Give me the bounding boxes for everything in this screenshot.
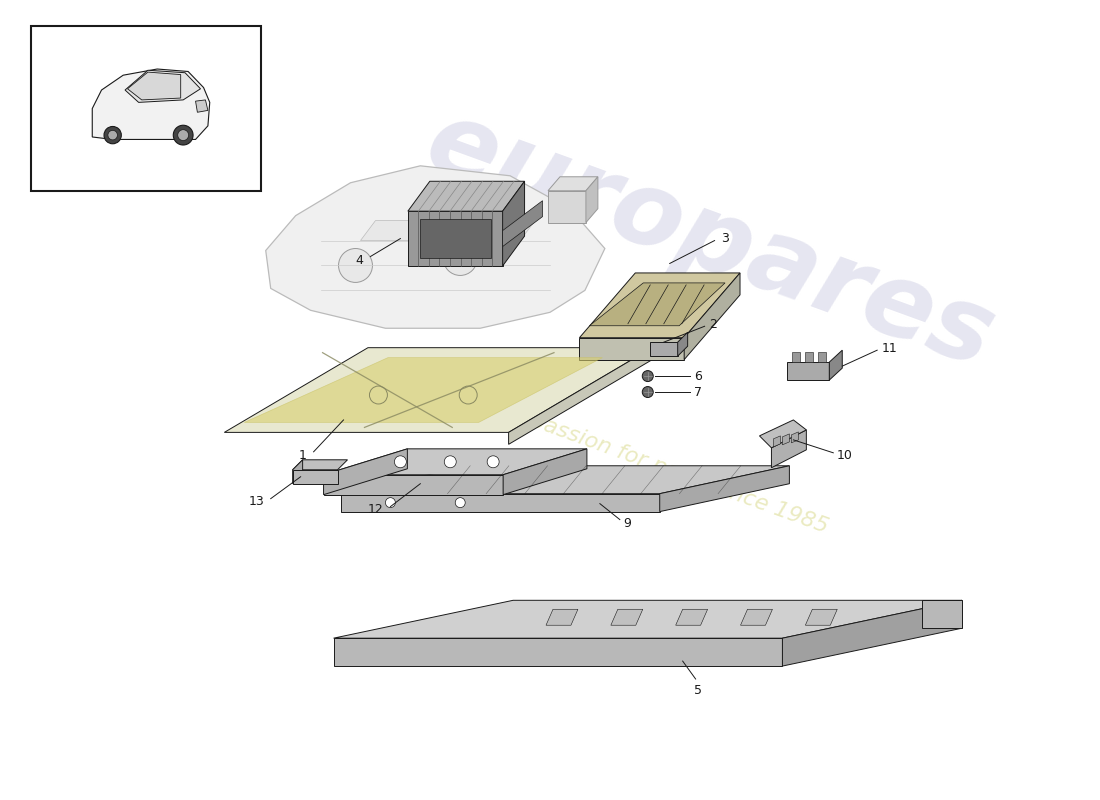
Text: 9: 9: [623, 517, 630, 530]
Circle shape: [455, 498, 465, 508]
Text: 4: 4: [355, 254, 363, 267]
Polygon shape: [333, 600, 962, 638]
Polygon shape: [196, 100, 208, 112]
Polygon shape: [503, 449, 587, 494]
Polygon shape: [503, 182, 525, 266]
Polygon shape: [341, 466, 790, 494]
Text: 1: 1: [299, 450, 307, 462]
Circle shape: [443, 242, 477, 275]
Polygon shape: [650, 342, 678, 356]
Polygon shape: [580, 273, 740, 338]
Text: 13: 13: [249, 495, 265, 508]
Circle shape: [487, 456, 499, 468]
Polygon shape: [408, 182, 525, 211]
Polygon shape: [323, 449, 587, 474]
Polygon shape: [791, 432, 799, 443]
Polygon shape: [224, 348, 652, 432]
Text: 11: 11: [882, 342, 898, 354]
Polygon shape: [829, 350, 843, 380]
Polygon shape: [266, 166, 605, 328]
Polygon shape: [788, 362, 829, 380]
Circle shape: [178, 130, 188, 141]
Circle shape: [174, 126, 194, 145]
Circle shape: [108, 130, 118, 140]
Text: 6: 6: [694, 370, 702, 382]
Polygon shape: [580, 338, 684, 360]
Text: 7: 7: [694, 386, 702, 398]
Polygon shape: [610, 610, 642, 626]
Polygon shape: [782, 600, 962, 666]
Text: 2: 2: [710, 318, 717, 330]
Polygon shape: [361, 221, 535, 241]
Polygon shape: [678, 332, 688, 356]
Polygon shape: [323, 449, 407, 494]
Polygon shape: [792, 352, 801, 362]
Polygon shape: [548, 190, 586, 222]
Text: 12: 12: [367, 503, 384, 516]
Polygon shape: [508, 348, 652, 444]
Polygon shape: [125, 70, 200, 102]
Polygon shape: [684, 273, 740, 360]
Polygon shape: [546, 610, 578, 626]
Polygon shape: [548, 177, 598, 190]
Polygon shape: [590, 283, 725, 326]
Polygon shape: [333, 638, 782, 666]
Text: 5: 5: [694, 684, 702, 697]
Polygon shape: [660, 466, 790, 512]
Polygon shape: [293, 470, 338, 484]
Circle shape: [339, 249, 373, 282]
Circle shape: [385, 498, 395, 508]
Circle shape: [104, 126, 121, 144]
Polygon shape: [323, 474, 503, 494]
Polygon shape: [408, 211, 503, 266]
Polygon shape: [503, 201, 542, 246]
Polygon shape: [805, 610, 837, 626]
Polygon shape: [92, 69, 210, 139]
Bar: [31, 26, 261, 190]
Polygon shape: [759, 420, 806, 448]
Text: 3: 3: [722, 232, 729, 245]
Circle shape: [642, 386, 653, 398]
Polygon shape: [293, 460, 348, 470]
Circle shape: [444, 456, 456, 468]
Polygon shape: [771, 430, 806, 468]
Polygon shape: [740, 610, 772, 626]
Polygon shape: [782, 434, 790, 445]
Circle shape: [395, 456, 406, 468]
Polygon shape: [586, 177, 598, 222]
Text: europares: europares: [412, 91, 1008, 390]
Polygon shape: [818, 352, 826, 362]
Text: a passion for parts since 1985: a passion for parts since 1985: [508, 403, 832, 537]
Polygon shape: [244, 358, 603, 422]
Polygon shape: [922, 600, 962, 628]
Polygon shape: [128, 72, 180, 100]
Polygon shape: [773, 436, 780, 447]
Polygon shape: [293, 460, 303, 484]
Text: 10: 10: [836, 450, 852, 462]
Polygon shape: [420, 219, 491, 258]
Circle shape: [642, 370, 653, 382]
Polygon shape: [805, 352, 813, 362]
Polygon shape: [341, 494, 660, 512]
Polygon shape: [675, 610, 707, 626]
